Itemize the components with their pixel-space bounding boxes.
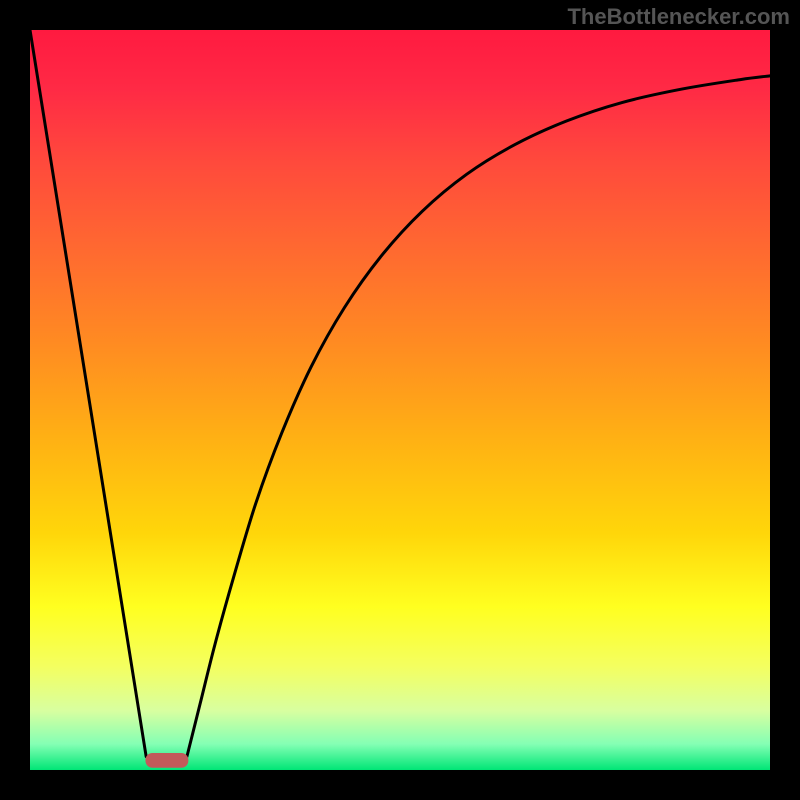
bottleneck-chart — [0, 0, 800, 800]
chart-frame: TheBottlenecker.com — [0, 0, 800, 800]
plot-background-gradient — [30, 30, 770, 770]
watermark-text: TheBottlenecker.com — [567, 4, 790, 30]
optimal-point-marker — [145, 753, 188, 768]
